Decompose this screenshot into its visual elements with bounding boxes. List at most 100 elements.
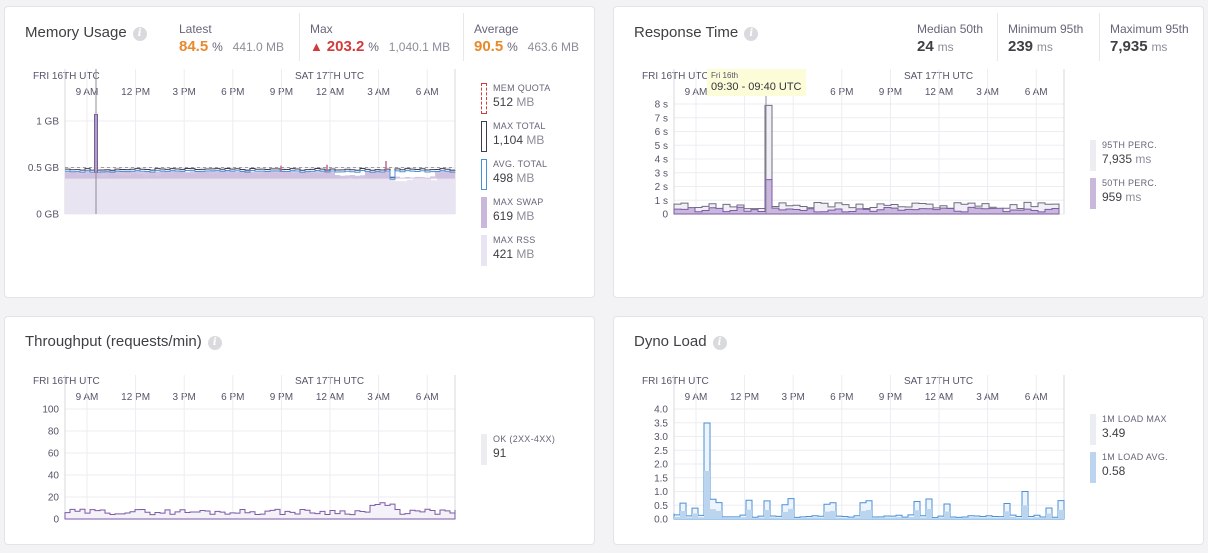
axis-y-tick: 1 GB — [36, 117, 59, 128]
axis-y-tick: 100 — [42, 405, 59, 416]
axis-y-tick: 60 — [48, 449, 60, 460]
mem-rss-area — [65, 170, 455, 179]
legend-swatch — [1090, 414, 1096, 445]
legend-unit: ms — [1122, 190, 1142, 204]
axis-y-tick: 1.0 — [654, 487, 668, 498]
dyno-load-panel: Dyno Load i FRI 16TH UTC SAT 17TH UTC 9 AM 1… — [613, 316, 1204, 545]
axis-y-tick: 2.0 — [654, 460, 668, 471]
stat-unit: ms — [1151, 40, 1168, 54]
legend-value: 498 MB — [493, 170, 551, 187]
legend-swatch — [1090, 140, 1096, 171]
legend-value: 421 MB — [493, 246, 551, 263]
stat-label: Latest — [179, 22, 212, 36]
panel-title-text: Dyno Load — [634, 333, 707, 350]
legend-swatch — [481, 197, 487, 228]
legend-item[interactable]: OK (2XX-4XX) 91 — [481, 434, 555, 472]
info-icon[interactable]: i — [744, 27, 759, 41]
stat-label: Maximum 95th — [1110, 22, 1189, 36]
axis-y-tick: 6 s — [655, 127, 668, 138]
stat-latest: Latest 84.5 % 441.0 MB — [169, 13, 299, 61]
response-time-legend: 95TH PERC. 7,935 ms 50TH PERC. 959 ms — [1090, 140, 1157, 216]
axis-y-tick: 4 s — [655, 155, 668, 166]
axis-y-tick: 0 GB — [36, 210, 59, 221]
legend-number: 91 — [493, 446, 507, 460]
stat-mb: 1,040.1 MB — [388, 40, 451, 54]
resp-95th-area — [673, 104, 1060, 215]
legend-item[interactable]: 95TH PERC. 7,935 ms — [1090, 140, 1157, 178]
axis-y-tick: 0 — [53, 515, 59, 526]
legend-number: 619 — [493, 209, 514, 223]
axis-y-tick: 1.5 — [654, 473, 668, 484]
axis-y-tick: 2 s — [655, 182, 668, 193]
legend-value: 91 — [493, 445, 555, 462]
legend-value: 512 MB — [493, 94, 551, 111]
legend-label: MAX RSS — [493, 235, 536, 245]
legend-label: MAX TOTAL — [493, 121, 546, 131]
legend-item[interactable]: MEM QUOTA 512 MB — [481, 83, 551, 121]
stat-minimum: Minimum 95th 239 ms — [997, 13, 1099, 61]
info-icon[interactable]: i — [132, 27, 147, 41]
legend-label: MEM QUOTA — [493, 83, 551, 93]
tooltip-range: 09:30 - 09:40 UTC — [711, 81, 802, 93]
legend-number: 3.49 — [1102, 426, 1126, 440]
dyno-load-max-area — [673, 422, 1065, 520]
legend-number: 959 — [1102, 190, 1123, 204]
legend-item[interactable]: MAX RSS 421 MB — [481, 235, 551, 273]
legend-unit: MB — [523, 133, 545, 147]
stat-maximum: Maximum 95th 7,935 ms — [1099, 13, 1203, 61]
legend-number: 1,104 — [493, 133, 524, 147]
legend-item[interactable]: MAX SWAP 619 MB — [481, 197, 551, 235]
legend-item[interactable]: 50TH PERC. 959 ms — [1090, 178, 1157, 216]
axis-y-tick: 3.5 — [654, 418, 668, 429]
resp-50th-area — [673, 179, 1060, 215]
axis-y-tick: 40 — [48, 471, 60, 482]
stat-max: Max ▲ 203.2 % 1,040.1 MB — [299, 13, 463, 61]
axis-y-tick: 20 — [48, 493, 60, 504]
legend-item[interactable]: 1M LOAD MAX 3.49 — [1090, 414, 1168, 452]
axis-day-label: FRI 16TH UTC — [642, 71, 709, 82]
axis-y-tick: 1 s — [655, 196, 668, 207]
legend-label: OK (2XX-4XX) — [493, 434, 556, 444]
axis-y-tick: 0.5 — [654, 501, 668, 512]
stat-value: 24 ms — [917, 38, 987, 55]
legend-number: 0.58 — [1102, 464, 1126, 478]
legend-item[interactable]: MAX TOTAL 1,104 MB — [481, 121, 551, 159]
legend-swatch — [481, 235, 487, 266]
panel-title-text: Throughput (requests/min) — [25, 333, 202, 350]
panel-title: Response Time i — [634, 24, 759, 41]
stat-value: ▲ 203.2 % 1,040.1 MB — [310, 38, 453, 55]
legend-swatch — [481, 434, 487, 465]
stat-pct: 203.2 — [326, 38, 365, 55]
memory-usage-panel: Memory Usage i Latest 84.5 % 441.0 MB Max… — [4, 6, 595, 298]
axis-y-tick: 8 s — [655, 100, 668, 111]
legend-label: 1M LOAD MAX — [1102, 414, 1167, 424]
axis-day-label: FRI 16TH UTC — [33, 376, 100, 387]
panel-title: Throughput (requests/min) i — [25, 333, 222, 350]
legend-number: 498 — [493, 171, 514, 185]
chart-tooltip: Fri 16th 09:30 - 09:40 UTC — [707, 69, 806, 96]
info-icon[interactable]: i — [207, 336, 222, 350]
axis-y-tick: 5 s — [655, 141, 668, 152]
stat-mb: 441.0 MB — [232, 40, 285, 54]
legend-item[interactable]: AVG. TOTAL 498 MB — [481, 159, 551, 197]
warning-icon: ▲ — [310, 39, 323, 54]
panel-title: Memory Usage i — [25, 24, 147, 41]
stat-pct-unit: % — [368, 40, 379, 54]
dyno-load-legend: 1M LOAD MAX 3.49 1M LOAD AVG. 0.58 — [1090, 414, 1168, 490]
legend-swatch — [1090, 178, 1096, 209]
axis-y-tick: 3 s — [655, 168, 668, 179]
axis-y-tick: 4.0 — [654, 405, 668, 416]
stat-value: 7,935 ms — [1110, 38, 1195, 55]
legend-swatch — [481, 83, 487, 114]
info-icon[interactable]: i — [712, 336, 727, 350]
legend-label: MAX SWAP — [493, 197, 544, 207]
legend-number: 512 — [493, 95, 514, 109]
legend-swatch — [481, 121, 487, 152]
panel-title: Dyno Load i — [634, 333, 727, 350]
legend-item[interactable]: 1M LOAD AVG. 0.58 — [1090, 452, 1168, 490]
legend-unit: MB — [513, 95, 535, 109]
